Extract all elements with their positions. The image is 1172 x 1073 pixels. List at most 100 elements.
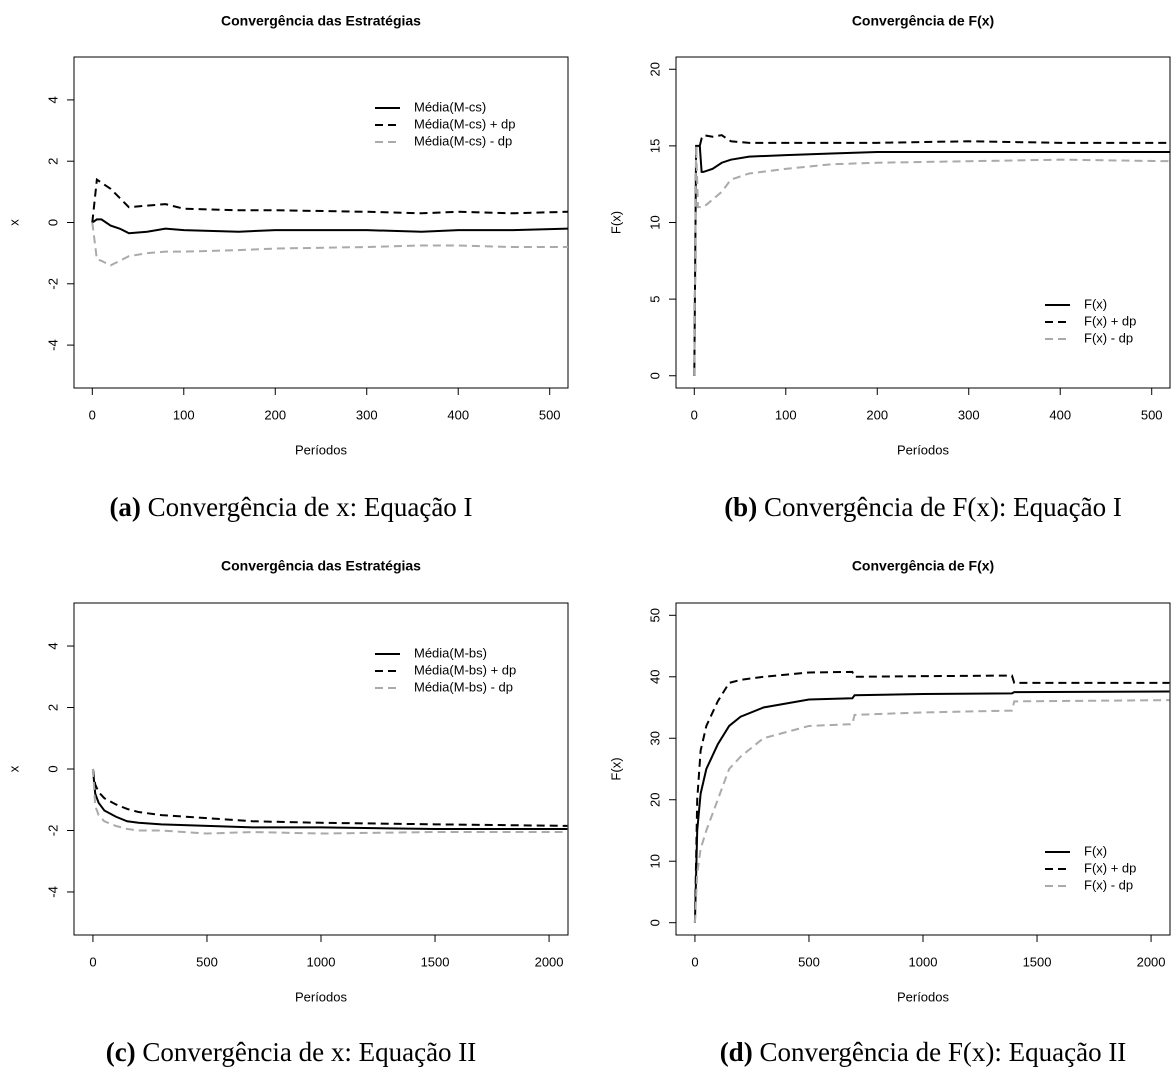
data-line [693,145,1171,376]
x-tick-label: 300 [356,407,378,422]
caption-tag: (a) [109,492,140,522]
legend-label: Média(M-cs) - dp [414,133,512,148]
x-tick-label: 1500 [421,954,450,969]
x-tick-label: 400 [447,407,469,422]
y-tick-label: 20 [647,62,662,76]
y-axis-label: x [6,219,21,226]
x-tick-label: 2000 [535,954,564,969]
chart-title: Convergência das Estratégias [221,13,421,29]
legend-label: F(x) [1084,296,1107,311]
legend-label: Média(M-bs) [414,645,487,660]
y-tick-label: -4 [45,886,60,898]
data-line [91,768,568,830]
y-tick-label: 0 [647,372,662,379]
x-tick-label: 1500 [1023,954,1052,969]
y-tick-label: 2 [45,158,60,165]
caption: (c) Convergência de x: Equação II [106,1037,477,1067]
y-tick-label: -4 [45,339,60,351]
data-line [91,177,569,223]
data-line [91,222,568,267]
x-tick-label: 0 [89,407,96,422]
legend-label: F(x) [1084,843,1107,858]
x-tick-label: 0 [89,954,96,969]
legend-label: F(x) + dp [1084,860,1136,875]
x-tick-label: 1000 [307,954,336,969]
y-tick-label: 2 [45,704,60,711]
caption-text: Convergência de F(x): Equação I [764,492,1122,522]
data-line [91,768,568,835]
x-tick-label: 0 [691,407,698,422]
caption-tag: (b) [724,492,757,522]
data-line [693,690,1170,923]
x-tick-label: 100 [775,407,797,422]
caption-text: Convergência de F(x): Equação II [759,1037,1126,1067]
legend-label: F(x) - dp [1084,330,1133,345]
legend-label: Média(M-bs) - dp [414,679,513,694]
chart-title: Convergência das Estratégias [221,558,421,574]
caption-tag: (d) [720,1037,753,1067]
caption-space [136,1037,143,1067]
y-tick-label: 4 [45,96,60,103]
legend-label: Média(M-cs) + dp [414,116,516,131]
y-tick-label: 0 [45,765,60,772]
x-tick-label: 200 [866,407,888,422]
x-tick-label: 1000 [909,954,938,969]
chart-panel: Convergência das Estratégias Períodos x 0 50… [6,558,569,1067]
x-axis-label: Períodos [897,442,950,457]
y-tick-label: 50 [647,608,662,622]
legend-label: F(x) - dp [1084,877,1133,892]
caption-text: Convergência de x: Equação II [142,1037,476,1067]
x-tick-label: 100 [173,407,195,422]
caption: (b) Convergência de F(x): Equação I [724,492,1122,522]
y-tick-label: 4 [45,642,60,649]
data-line [91,218,569,235]
y-axis-label: x [6,765,21,772]
x-tick-label: 400 [1049,407,1071,422]
x-tick-label: 500 [1141,407,1163,422]
x-axis-label: Períodos [897,989,950,1004]
legend-label: F(x) + dp [1084,313,1136,328]
x-axis-label: Períodos [295,989,348,1004]
x-tick-label: 0 [691,954,698,969]
chart-panel: Convergência das Estratégias Períodos x 0 10… [6,13,569,522]
y-tick-label: 0 [647,919,662,926]
y-tick-label: 10 [647,854,662,868]
x-tick-label: 2000 [1137,954,1166,969]
chart-title: Convergência de F(x) [852,13,994,29]
y-tick-label: 30 [647,731,662,745]
data-line [693,144,1170,376]
caption-text: Convergência de x: Equação I [148,492,473,522]
y-tick-label: 20 [647,793,662,807]
x-tick-label: 500 [196,954,218,969]
y-tick-label: -2 [45,278,60,290]
x-tick-label: 500 [798,954,820,969]
legend-label: Média(M-bs) + dp [414,662,516,677]
plot-box [73,56,569,389]
caption-tag: (c) [106,1037,136,1067]
y-tick-label: 5 [647,296,662,303]
y-axis-label: F(x) [608,211,623,234]
plot-box [73,602,569,936]
x-axis-label: Períodos [295,442,348,457]
caption: (a) Convergência de x: Equação I [109,492,472,522]
x-tick-label: 300 [958,407,980,422]
data-line [91,768,568,827]
caption-space [757,492,764,522]
y-tick-label: 15 [647,139,662,153]
y-tick-label: -2 [45,825,60,837]
legend-label: Média(M-cs) [414,99,486,114]
y-axis-label: F(x) [608,757,623,780]
y-tick-label: 10 [647,215,662,229]
y-tick-label: 0 [45,219,60,226]
x-tick-label: 500 [539,407,561,422]
caption: (d) Convergência de F(x): Equação II [720,1037,1127,1067]
y-tick-label: 40 [647,670,662,684]
caption-space [141,492,148,522]
caption-space [753,1037,760,1067]
chart-title: Convergência de F(x) [852,558,994,574]
x-tick-label: 200 [264,407,286,422]
data-line [693,699,1170,923]
